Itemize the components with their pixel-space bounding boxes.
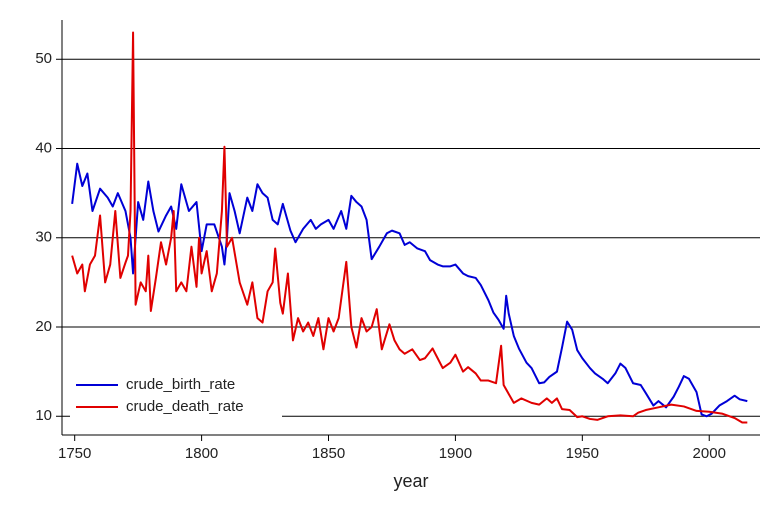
y-tick-label: 10	[35, 407, 52, 424]
legend-label: crude_death_rate	[126, 398, 244, 415]
y-tick-label: 30	[35, 229, 52, 246]
x-tick-label: 2000	[693, 445, 726, 462]
series-line	[71, 31, 748, 424]
y-tick-label: 20	[35, 318, 52, 335]
y-tick-label: 40	[35, 139, 52, 156]
x-tick-label: 1900	[439, 445, 472, 462]
x-tick-label: 1850	[312, 445, 345, 462]
x-axis-label: year	[393, 471, 428, 491]
legend-background	[70, 371, 282, 419]
x-tick-label: 1800	[185, 445, 218, 462]
legend-label: crude_birth_rate	[126, 376, 235, 393]
x-tick-label: 1950	[566, 445, 599, 462]
series-line	[71, 162, 748, 418]
y-tick-label: 50	[35, 50, 52, 67]
x-tick-label: 1750	[58, 445, 91, 462]
